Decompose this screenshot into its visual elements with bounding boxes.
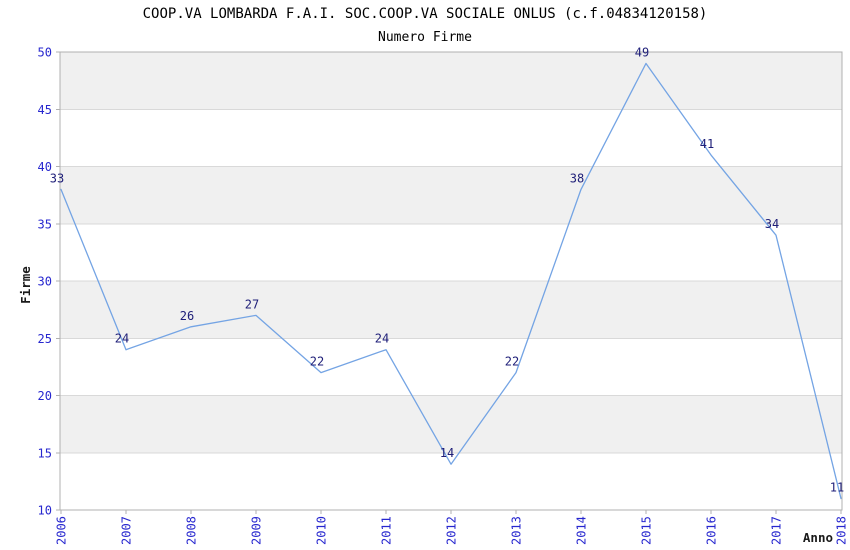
plot-band (60, 395, 842, 453)
plot-band (60, 166, 842, 224)
chart-subtitle: Numero Firme (378, 30, 472, 45)
y-tick-label: 10 (38, 504, 52, 518)
data-point-labels: 33 24 26 27 22 24 14 22 38 49 41 34 11 (50, 45, 844, 494)
plot-border (59, 51, 843, 511)
y-tick-label: 45 (38, 103, 52, 117)
x-tick-label: 2009 (250, 516, 264, 545)
y-tick-label: 30 (38, 275, 52, 289)
x-tick-label: 2011 (380, 516, 394, 545)
y-tick-label: 40 (38, 160, 52, 174)
x-tick-label: 2010 (315, 516, 329, 545)
x-tick-label: 2015 (640, 516, 654, 545)
data-point-label: 22 (310, 355, 324, 369)
x-tick-label: 2013 (510, 516, 524, 545)
x-tick-label: 2007 (120, 516, 134, 545)
x-axis-title: Anno (803, 530, 833, 545)
y-tick-label: 25 (38, 332, 52, 346)
plot-area-border (59, 51, 843, 511)
x-axis-tick-labels: 2006 2007 2008 2009 2010 2011 2012 2013 2014 2015… (55, 516, 849, 545)
data-point-label: 33 (50, 171, 64, 185)
data-point-label: 34 (765, 217, 779, 231)
plot-band (60, 281, 842, 339)
data-series (60, 62, 842, 500)
data-point-label: 49 (635, 45, 649, 59)
data-point-label: 14 (440, 446, 454, 460)
y-tick-label: 50 (38, 46, 52, 60)
y-tick-label: 20 (38, 389, 52, 403)
x-tick-label: 2016 (705, 516, 719, 545)
data-point-label: 11 (830, 481, 844, 495)
data-point-label: 24 (375, 332, 389, 346)
y-axis-title: Firme (18, 266, 33, 304)
x-tick-label: 2012 (445, 516, 459, 545)
series-line (60, 62, 842, 500)
x-tick-label: 2008 (185, 516, 199, 545)
plot-band (60, 52, 842, 110)
data-point-label: 38 (570, 171, 584, 185)
x-tick-label: 2014 (575, 516, 589, 545)
data-point-label: 27 (245, 297, 259, 311)
data-point-label: 26 (180, 309, 194, 323)
plot-bands (60, 52, 842, 453)
x-tick-label: 2006 (55, 516, 69, 545)
y-tick-label: 35 (38, 217, 52, 231)
y-tick-label: 15 (38, 446, 52, 460)
x-tick-label: 2017 (770, 516, 784, 545)
x-tick-label: 2018 (835, 516, 849, 545)
chart-title: COOP.VA LOMBARDA F.A.I. SOC.COOP.VA SOCI… (143, 6, 708, 22)
data-point-label: 24 (115, 332, 129, 346)
data-point-label: 22 (505, 355, 519, 369)
data-point-label: 41 (700, 137, 714, 151)
y-axis-tick-labels: 10 15 20 25 30 35 40 45 50 (38, 46, 52, 518)
